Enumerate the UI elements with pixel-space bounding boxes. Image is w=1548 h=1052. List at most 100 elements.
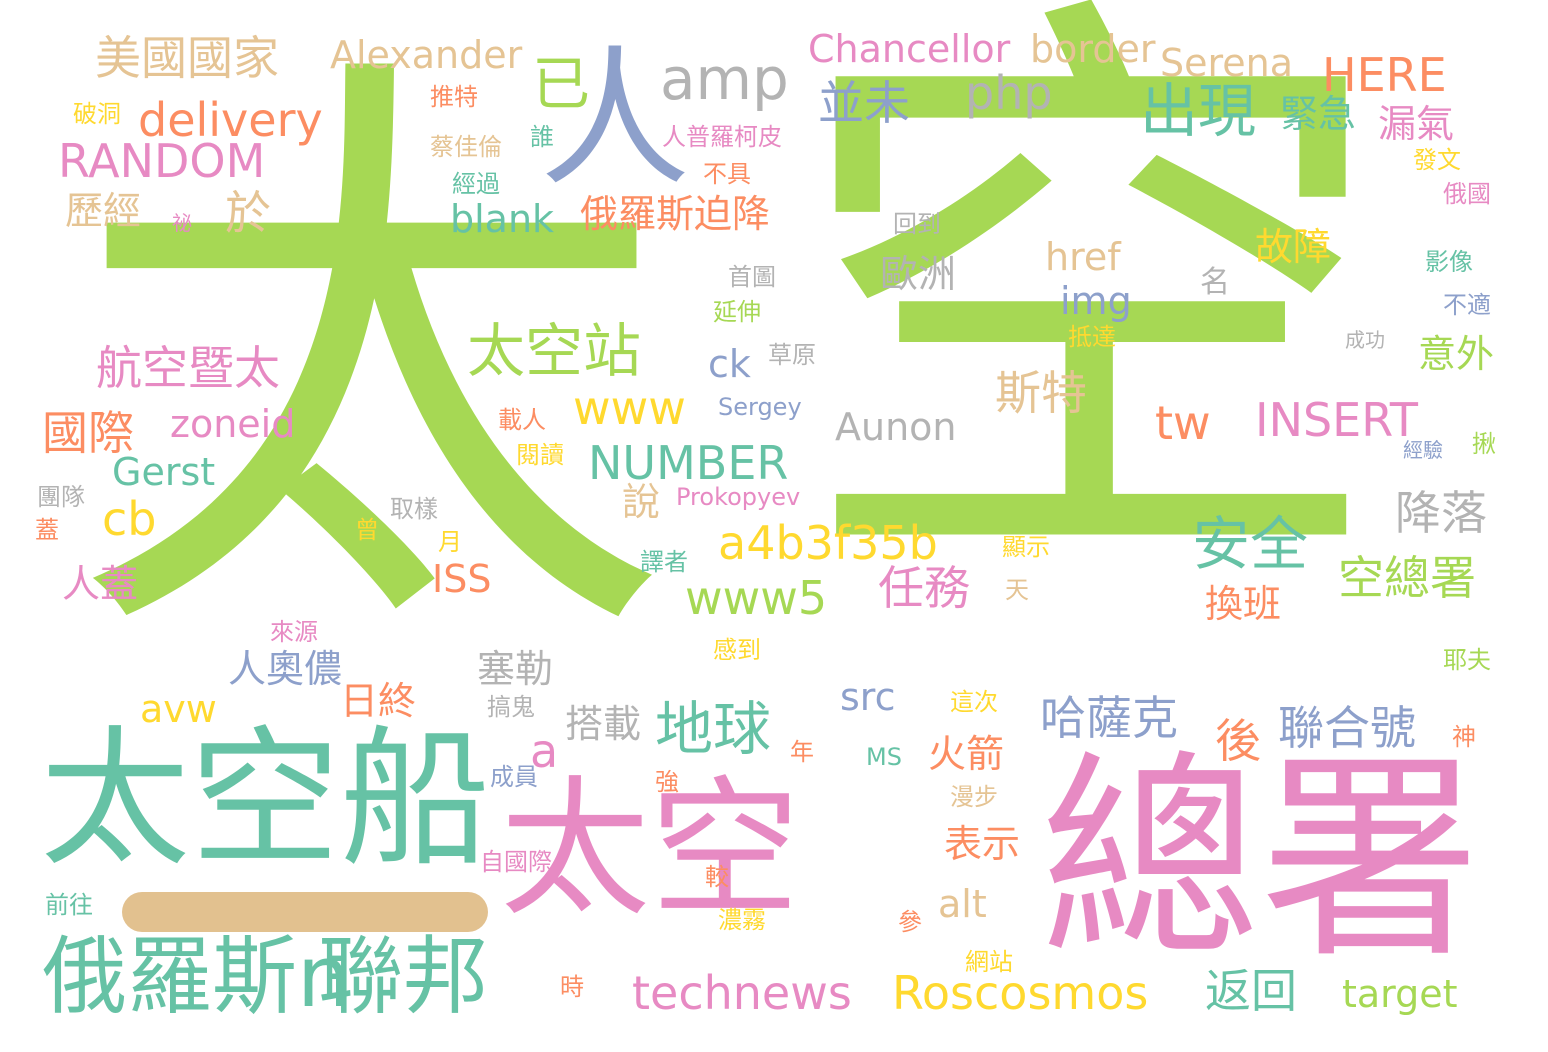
word-tian: 天 xyxy=(1005,576,1029,604)
word-tuandui: 團隊 xyxy=(37,483,85,511)
word-ceng: 曾 xyxy=(355,516,379,544)
word-eguo: 俄國 xyxy=(1443,180,1491,208)
word-renaoru: 人奧儂 xyxy=(228,647,343,691)
word-huojian: 火箭 xyxy=(928,732,1005,776)
word-chengyuan: 成員 xyxy=(490,763,538,791)
word-a: a xyxy=(530,724,559,778)
word-saile: 塞勒 xyxy=(477,647,554,691)
word-anquan: 安全 xyxy=(1192,510,1309,578)
word-jinji: 緊急 xyxy=(1280,92,1357,136)
word-aunon: Aunon xyxy=(835,405,957,449)
word-prokopyev: Prokopyev xyxy=(676,483,801,511)
word-yanshen: 延伸 xyxy=(713,298,761,326)
word-jiu: 揪 xyxy=(1472,430,1496,458)
word-diqiu: 地球 xyxy=(655,695,772,763)
word-alexander: Alexander xyxy=(330,33,523,77)
word-bu-ju: 不具 xyxy=(703,160,751,188)
word-cb: cb xyxy=(102,492,157,546)
word-here: HERE xyxy=(1322,48,1447,102)
word-ms: MS xyxy=(866,743,902,771)
word-qianwang: 前往 xyxy=(45,891,93,919)
word-target: target xyxy=(1342,972,1458,1016)
word-podong: 破洞 xyxy=(73,100,121,128)
word-shui: 誰 xyxy=(530,123,554,151)
word-guoji: 國際 xyxy=(42,406,134,460)
word-sterte: 斯特 xyxy=(995,366,1087,420)
word-img: img xyxy=(1060,279,1132,323)
word-ren: 人 xyxy=(540,33,691,207)
word-qiang: 強 xyxy=(655,768,679,796)
word-chenggong: 成功 xyxy=(1345,328,1385,352)
word-roscosmos: Roscosmos xyxy=(892,966,1149,1020)
word-avw: avw xyxy=(140,687,217,731)
word-chancellor: Chancellor xyxy=(808,27,1011,71)
word-ouzhou: 歐洲 xyxy=(880,252,957,296)
word-dazai: 搭載 xyxy=(565,702,642,746)
word-zoneid: zoneid xyxy=(170,402,296,446)
word-technews: technews xyxy=(632,966,852,1020)
word-huanban: 換班 xyxy=(1205,582,1282,626)
word-amp: amp xyxy=(660,45,789,113)
word-iss: ISS xyxy=(432,557,492,601)
word-jingguo: 經過 xyxy=(452,170,500,198)
word-shoutu: 首圖 xyxy=(728,263,776,291)
word-ziguoji: 自國際 xyxy=(480,848,552,876)
word-kongzongshu: 空總署 xyxy=(1338,551,1476,605)
word-yingxiang: 影像 xyxy=(1425,248,1473,276)
word-rizhong: 日終 xyxy=(340,679,417,723)
word-jingyan: 經驗 xyxy=(1403,438,1443,462)
word-zheci: 這次 xyxy=(950,688,998,716)
word-caijialun: 蔡佳倫 xyxy=(430,133,502,161)
word-yu: 於 xyxy=(225,186,271,240)
word-yuedu: 閱讀 xyxy=(516,441,564,469)
word-shen2: 參 xyxy=(898,908,922,936)
word-zairen: 載人 xyxy=(498,406,546,434)
word-tuite: 推特 xyxy=(430,83,478,111)
word-hou: 後 xyxy=(1215,714,1261,768)
word-taikong-pink: 太空 xyxy=(500,763,801,937)
word-src: src xyxy=(840,675,896,719)
word-bingwei: 並未 xyxy=(818,76,910,130)
word-insert: INSERT xyxy=(1255,393,1418,447)
word-zongshu: 總署 xyxy=(1040,732,1481,988)
word-shen: 神 xyxy=(1452,723,1476,751)
word-lianbang: 聯邦 xyxy=(318,928,489,1027)
word-louqi: 漏氣 xyxy=(1378,102,1455,146)
word-yue: 月 xyxy=(438,528,462,556)
word-hangkong: 航空暨太 xyxy=(96,341,280,395)
word-taikongchuan: 太空船 xyxy=(40,713,491,887)
word-eluosi-n: 俄羅斯n xyxy=(42,928,351,1027)
word-gerst: Gerst xyxy=(112,450,216,494)
word-www5: www5 xyxy=(685,571,828,625)
word-renzheng: 人蓋 xyxy=(62,562,139,606)
word-huidao: 回到 xyxy=(893,210,941,238)
word-quyang: 取樣 xyxy=(390,495,438,523)
word-guzhang: 故障 xyxy=(1255,225,1332,269)
word-yefu: 耶夫 xyxy=(1443,646,1491,674)
word-xianshi: 顯示 xyxy=(1002,533,1050,561)
word-random: RANDOM xyxy=(58,134,266,188)
word-fanhui: 返回 xyxy=(1205,964,1297,1018)
word-renpuluo: 人普羅柯皮 xyxy=(662,123,782,151)
word-bushi: 不適 xyxy=(1443,291,1491,319)
word-sergey: Sergey xyxy=(718,393,802,421)
word-mi: 祕 xyxy=(172,211,192,235)
word-tai: 太 xyxy=(70,10,670,709)
word-jiao: 較 xyxy=(705,863,729,891)
word-hasake: 哈薩克 xyxy=(1040,691,1178,745)
word-blank: blank xyxy=(450,197,555,241)
word-yizhe: 譯者 xyxy=(640,548,688,576)
word-gaogui: 搞鬼 xyxy=(487,693,535,721)
word-caoyuan: 草原 xyxy=(768,341,816,369)
word-kong: 空 xyxy=(790,0,1390,649)
word-jiangluo: 降落 xyxy=(1395,486,1487,540)
word-taikongzhan: 太空站 xyxy=(467,317,642,385)
word-number: NUMBER xyxy=(588,436,789,490)
word-lianhehao: 聯合號 xyxy=(1278,701,1416,755)
word-shi: 時 xyxy=(560,973,584,1001)
word-wangzhan: 網站 xyxy=(965,948,1013,976)
word-gandao: 感到 xyxy=(713,636,761,664)
dash-mark xyxy=(122,892,488,932)
word-a4b3: a4b3f35b xyxy=(718,516,938,570)
